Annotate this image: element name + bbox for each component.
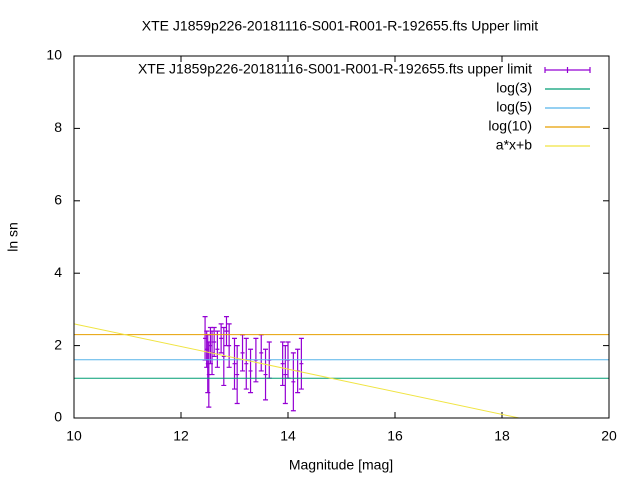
y-axis-label: ln sn [5, 222, 21, 252]
y-tick-label: 6 [54, 192, 62, 208]
y-tick-label: 0 [54, 409, 62, 425]
error-bar [280, 341, 286, 387]
error-bar [221, 326, 227, 387]
error-bar [207, 326, 213, 365]
x-tick-label: 20 [601, 428, 617, 444]
error-bar [232, 337, 237, 390]
error-bar [282, 345, 288, 405]
error-bar [204, 330, 210, 368]
error-bar [234, 345, 240, 405]
plot-border [73, 55, 610, 419]
series-line [73, 323, 520, 419]
y-tick-label: 2 [54, 336, 62, 352]
error-bar [223, 316, 229, 347]
legend-label: a*x+b [496, 137, 532, 153]
chart-title: XTE J1859p226-20181116-S001-R001-R-19265… [142, 18, 538, 34]
legend-label: log(5) [496, 99, 532, 115]
error-bar [263, 348, 269, 401]
error-bar [240, 334, 246, 372]
legend-label: XTE J1859p226-20181116-S001-R001-R-19265… [138, 61, 532, 77]
x-tick-label: 14 [280, 428, 296, 444]
x-tick-label: 12 [173, 428, 189, 444]
error-bar [248, 348, 254, 394]
error-bar [205, 334, 211, 394]
x-tick-label: 18 [494, 428, 510, 444]
y-tick-label: 4 [54, 264, 62, 280]
error-bar [211, 326, 217, 358]
error-bar [258, 334, 264, 372]
y-tick-label: 8 [54, 119, 62, 135]
error-bar [290, 352, 296, 412]
legend-label: log(3) [496, 80, 532, 96]
error-bar [298, 337, 304, 390]
y-tick-label: 10 [46, 47, 62, 63]
x-axis-label: Magnitude [mag] [289, 457, 393, 473]
error-bar [206, 341, 212, 408]
error-bar [243, 337, 249, 390]
legend-swatch [544, 67, 591, 73]
error-bar [218, 323, 224, 354]
error-bar [214, 330, 220, 368]
x-tick-label: 10 [66, 428, 82, 444]
error-bar [226, 323, 232, 368]
x-tick-label: 16 [387, 428, 403, 444]
legend-label: log(10) [488, 118, 532, 134]
